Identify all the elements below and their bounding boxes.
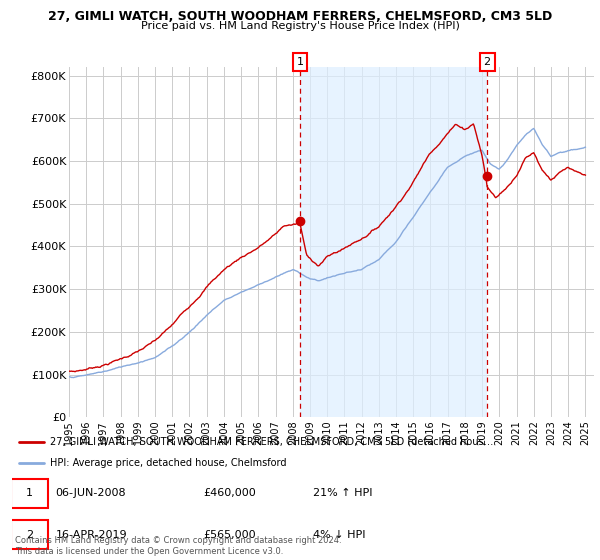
Text: Contains HM Land Registry data © Crown copyright and database right 2024.
This d: Contains HM Land Registry data © Crown c…: [15, 536, 341, 556]
Text: 16-APR-2019: 16-APR-2019: [55, 530, 127, 540]
Text: 1: 1: [296, 57, 304, 67]
Text: 27, GIMLI WATCH, SOUTH WOODHAM FERRERS, CHELMSFORD, CM3 5LD: 27, GIMLI WATCH, SOUTH WOODHAM FERRERS, …: [48, 10, 552, 23]
Text: £565,000: £565,000: [203, 530, 256, 540]
Text: 1: 1: [26, 488, 33, 498]
Text: 27, GIMLI WATCH, SOUTH WOODHAM FERRERS, CHELMSFORD, CM3 5LD (detached hous…: 27, GIMLI WATCH, SOUTH WOODHAM FERRERS, …: [50, 437, 493, 447]
Text: £460,000: £460,000: [203, 488, 256, 498]
Bar: [300, 67, 487, 417]
FancyBboxPatch shape: [11, 520, 49, 549]
Text: 2: 2: [26, 530, 33, 540]
Text: 21% ↑ HPI: 21% ↑ HPI: [313, 488, 373, 498]
Text: 2: 2: [484, 57, 491, 67]
Text: Price paid vs. HM Land Registry's House Price Index (HPI): Price paid vs. HM Land Registry's House …: [140, 21, 460, 31]
Text: HPI: Average price, detached house, Chelmsford: HPI: Average price, detached house, Chel…: [50, 458, 286, 468]
FancyBboxPatch shape: [11, 479, 49, 508]
Text: 06-JUN-2008: 06-JUN-2008: [55, 488, 126, 498]
Text: 4% ↓ HPI: 4% ↓ HPI: [313, 530, 365, 540]
